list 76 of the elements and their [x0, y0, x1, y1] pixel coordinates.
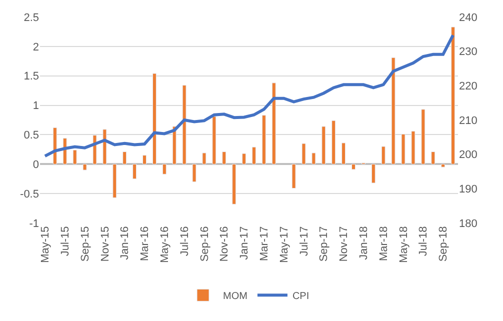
- bar: [441, 164, 446, 168]
- y-tick-label: 2: [32, 41, 39, 54]
- bar: [132, 164, 137, 180]
- bar: [292, 164, 296, 189]
- x-tick-label: Jul-17: [298, 226, 310, 256]
- x-tick-label: Sep-16: [198, 226, 211, 262]
- bar: [322, 126, 326, 164]
- x-tick-label: Jan-17: [238, 226, 251, 260]
- bar: [421, 109, 426, 164]
- bar: [411, 130, 416, 164]
- y-tick-label: 2.5: [24, 12, 39, 24]
- x-tick-label: Nov-16: [218, 226, 231, 262]
- bar: [172, 126, 176, 164]
- x-tick-label: Jan-16: [119, 226, 132, 260]
- x-tick-label: Nov-15: [99, 226, 112, 262]
- y-tick-label: 0: [32, 158, 39, 171]
- bar: [302, 143, 306, 164]
- bar: [431, 152, 436, 164]
- y2-tick-label: 240: [459, 12, 478, 24]
- x-tick-label: May-15: [40, 226, 52, 263]
- bar: [222, 152, 226, 164]
- bar: [401, 134, 406, 164]
- bar: [252, 146, 256, 164]
- x-tick-label: Mar-16: [139, 226, 152, 262]
- bar: [162, 164, 166, 174]
- bar: [381, 146, 386, 164]
- bar: [192, 164, 196, 182]
- y2-tick-label: 220: [459, 80, 478, 93]
- x-tick-label: Sep-15: [79, 226, 92, 262]
- bar: [342, 142, 346, 164]
- bar: [262, 115, 266, 164]
- x-tick-label: Sep-17: [318, 226, 330, 262]
- bar: [242, 153, 246, 164]
- y2-tick-label: 200: [459, 149, 478, 162]
- bar: [122, 152, 127, 164]
- y2-tick-label: 210: [459, 114, 478, 127]
- x-tick-label: Jul-16: [178, 226, 191, 256]
- bar: [451, 26, 456, 164]
- bar: [232, 164, 236, 204]
- bar: [52, 127, 57, 164]
- bar: [112, 164, 117, 198]
- bar: [312, 152, 316, 164]
- bar: [371, 164, 376, 184]
- bar: [182, 85, 186, 164]
- bar: [142, 155, 146, 164]
- x-tick-label: May-16: [158, 226, 171, 263]
- bar: [272, 82, 276, 164]
- y2-tick-label: 190: [459, 184, 478, 196]
- bar: [332, 120, 336, 164]
- line-series: [43, 34, 455, 158]
- bar: [82, 164, 87, 170]
- y2-tick-label: 230: [459, 46, 478, 58]
- x-tick-label: May-17: [278, 226, 290, 263]
- x-tick-label: May-18: [398, 226, 410, 263]
- bar: [102, 129, 107, 164]
- legend-label: CPI: [292, 291, 310, 302]
- y-tick-label: 0.5: [24, 130, 39, 142]
- x-tick-label: Nov-17: [338, 226, 350, 262]
- x-tick-label: Jan-18: [358, 226, 370, 260]
- bar: [72, 150, 77, 164]
- bar: [391, 57, 396, 164]
- x-tick-label: Sep-18: [438, 226, 450, 262]
- y2-tick-label: 180: [459, 218, 478, 230]
- y-tick-label: 1.5: [24, 70, 39, 83]
- bar: [152, 73, 156, 164]
- y-tick-label: 1: [32, 100, 39, 112]
- bar: [212, 116, 216, 164]
- bar: [202, 152, 206, 164]
- x-tick-label: Jul-18: [418, 226, 430, 256]
- x-tick-label: Mar-17: [258, 226, 271, 262]
- y-tick-label: -1: [29, 218, 39, 230]
- legend-label: MOM: [223, 291, 248, 302]
- x-tick-label: Mar-18: [378, 226, 390, 262]
- bar: [352, 164, 356, 170]
- x-tick-label: Jul-15: [59, 226, 72, 256]
- y-tick-label: -0.5: [20, 188, 39, 200]
